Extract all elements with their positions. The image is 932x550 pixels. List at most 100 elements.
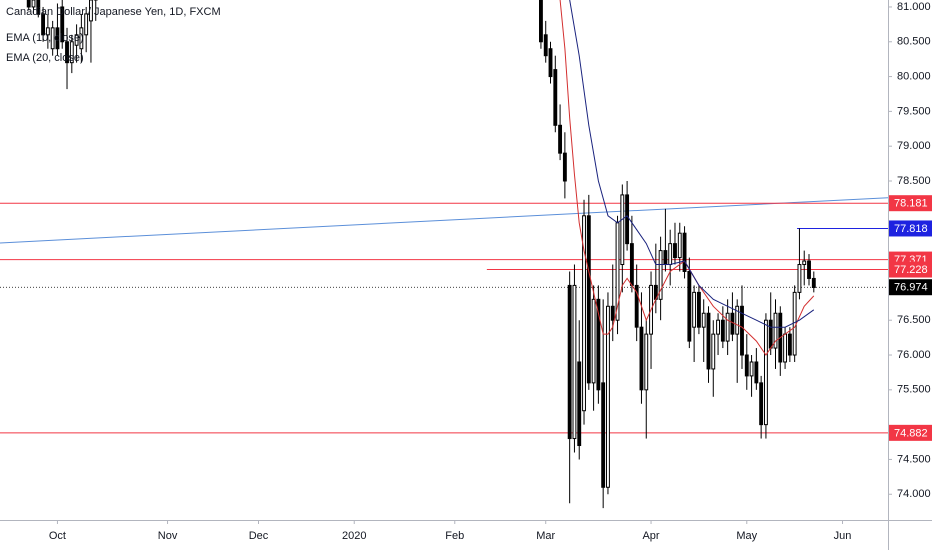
x-tick-label: Oct [49,530,66,542]
candle-body [629,243,634,286]
candle-body [26,0,31,8]
candle-body [692,291,697,328]
x-tick-label: Feb [445,530,464,542]
candle-body [744,354,749,377]
chart-title: Canadian Dollar / Japanese Yen, 1D, FXCM [6,6,221,18]
price-tag [889,195,932,212]
ema-line [559,0,815,356]
candle-body [55,27,60,50]
price-tag [889,279,932,296]
candle-body [663,250,668,266]
candle-body [711,333,716,370]
candle-body [69,41,74,64]
candle-body [720,319,725,342]
y-tick-label: 74.500 [897,453,931,465]
candle-body [730,312,735,335]
candle-body [50,27,55,50]
candle-body [802,260,807,266]
candle-body [567,284,572,440]
price-tag-label: 77.228 [894,264,928,276]
candle-body [539,0,543,43]
candle-body [754,361,759,384]
trendline [0,197,889,244]
x-tick-label: Jun [834,530,852,542]
candle-body [596,298,601,391]
candle-body [773,312,778,349]
candle-body [548,48,553,78]
candle-body [668,243,673,266]
x-tick-label: 2020 [342,530,366,542]
candle-body [749,361,754,377]
price-tag [889,220,932,237]
candle-body [572,284,577,440]
candle-body [74,34,79,46]
candle-body [45,27,50,36]
y-tick-label: 80.500 [897,36,931,48]
candle-body [625,194,630,245]
candle-body [41,13,46,36]
y-tick-label: 79.500 [897,105,931,117]
candle-body [677,232,682,259]
candle-body [586,215,591,384]
candle-body [79,27,84,50]
candle-body [558,124,563,154]
legend-entry: EMA (20, close) [6,52,84,64]
candle-body [639,326,644,391]
price-tag [889,261,932,278]
candle-body [620,194,625,266]
candle-body [701,312,706,328]
y-tick-label: 74.000 [897,488,931,500]
candle-body [543,34,548,57]
plot-area [0,0,889,509]
candle-body [89,0,93,22]
candle-body [553,69,558,126]
candle-body [601,382,606,488]
y-tick-label: 80.000 [897,70,931,82]
candle-body [740,305,744,356]
candle-body [634,284,639,328]
y-tick-label: 76.000 [897,349,931,361]
candle-body [787,333,792,356]
candle-body [84,13,89,36]
x-tick-label: Apr [642,530,659,542]
candle-body [31,0,36,8]
candle-body [591,298,596,384]
price-tag-label: 78.181 [894,198,928,210]
y-tick-label: 76.500 [897,314,931,326]
candle-body [610,305,615,321]
candle-body [792,291,797,356]
legend-entry: EMA (10, close) [6,32,84,44]
price-tag-label: 76.974 [894,282,928,294]
candle-body [36,0,41,15]
candle-body [582,215,586,412]
price-tag-label: 74.882 [894,427,928,439]
y-tick-label: 75.500 [897,384,931,396]
y-tick-label: 78.500 [897,175,931,187]
candle-body [763,319,768,426]
candle-body [562,152,567,182]
candle-body [577,361,582,447]
candle-body [658,250,663,300]
candle-body [687,270,692,342]
candle-body [768,319,773,349]
y-tick-label: 81.000 [897,1,931,13]
candle-body [716,319,720,335]
ema-line [569,0,815,328]
x-tick-label: Mar [536,530,555,542]
candle-body [783,333,788,363]
candle-body [735,305,740,335]
candle-body [797,264,802,293]
candle-body [725,312,730,342]
candle-body [807,260,811,279]
y-tick-label: 79.000 [897,140,931,152]
x-tick-label: May [736,530,757,542]
candle-body [696,291,701,328]
candle-body [673,243,677,259]
price-tag-label: 77.818 [894,223,928,235]
candle-body [759,382,764,426]
x-tick-label: Dec [249,530,269,542]
x-tick-label: Nov [158,530,178,542]
candle-body [60,6,65,43]
